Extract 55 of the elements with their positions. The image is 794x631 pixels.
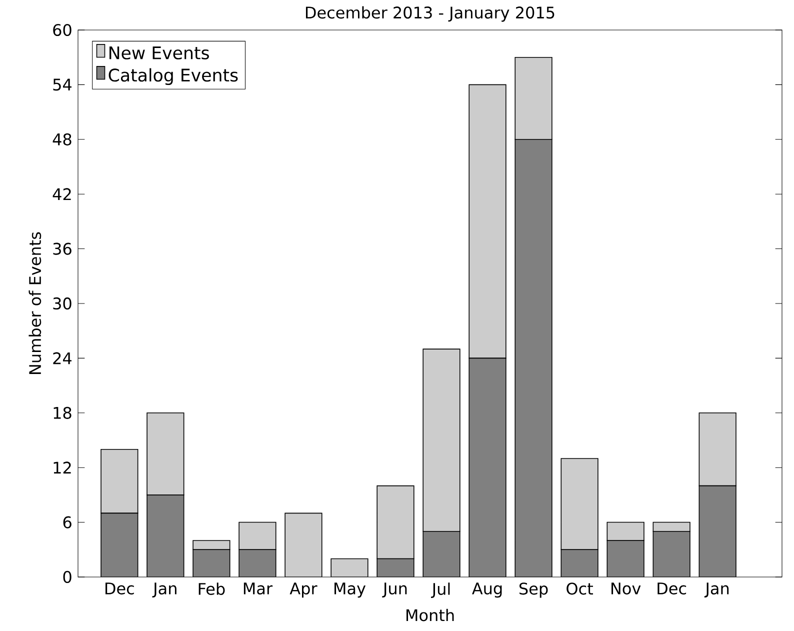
y-tick-label: 60 xyxy=(53,24,72,36)
x-tick-label: Aug xyxy=(472,582,502,598)
y-tick-label: 24 xyxy=(53,352,72,364)
y-tick-label: 48 xyxy=(52,133,72,146)
bar xyxy=(238,522,276,550)
bar xyxy=(101,513,138,577)
chart-title: December 2013 - January 2015 xyxy=(306,6,554,22)
bar xyxy=(698,485,736,577)
y-tick-label: 42 xyxy=(52,188,71,200)
bar xyxy=(422,348,460,532)
bar xyxy=(652,522,690,532)
bar xyxy=(239,550,276,577)
bar xyxy=(376,485,414,560)
x-tick-label: Dec xyxy=(106,582,134,594)
bar xyxy=(515,139,552,577)
y-tick-label: 36 xyxy=(53,242,72,255)
y-axis-title: Number of Events xyxy=(28,232,42,374)
x-tick-label: Jul xyxy=(431,582,450,598)
y-tick-label: 54 xyxy=(53,78,72,91)
x-tick-label: Nov xyxy=(612,582,641,594)
bar xyxy=(423,531,460,577)
bar xyxy=(331,558,368,577)
bar xyxy=(100,448,138,514)
x-tick-label: Dec xyxy=(658,582,686,594)
y-tick-label: 12 xyxy=(54,462,71,474)
x-tick-label: Jan xyxy=(152,582,176,598)
bar xyxy=(468,84,506,359)
x-tick-label: Jun xyxy=(382,582,407,598)
legend-label: New Events xyxy=(110,46,209,60)
x-tick-label: Mar xyxy=(244,582,273,594)
bar xyxy=(606,522,644,541)
y-tick-label: 30 xyxy=(53,297,72,310)
bar xyxy=(653,531,690,577)
x-tick-label: Oct xyxy=(566,582,593,595)
bar xyxy=(469,358,506,577)
y-tick-label: 18 xyxy=(54,406,72,419)
x-tick-label: Jan xyxy=(704,582,729,598)
bar xyxy=(607,540,644,577)
x-tick-label: Sep xyxy=(519,582,548,598)
bar xyxy=(560,458,598,550)
bar xyxy=(193,550,230,577)
y-tick-label: 0 xyxy=(63,570,72,584)
x-axis-title: Month xyxy=(406,608,454,622)
y-tick-label: 6 xyxy=(63,516,72,528)
bar xyxy=(285,513,322,577)
bar xyxy=(147,494,184,577)
x-tick-label: Apr xyxy=(290,582,318,598)
bar xyxy=(514,56,552,140)
bar xyxy=(698,412,736,486)
legend-label: Catalog Events xyxy=(108,68,238,85)
x-tick-label: May xyxy=(334,582,366,598)
bar xyxy=(561,550,598,577)
x-tick-label: Feb xyxy=(198,582,225,595)
bar xyxy=(146,412,184,496)
bar xyxy=(377,558,414,577)
